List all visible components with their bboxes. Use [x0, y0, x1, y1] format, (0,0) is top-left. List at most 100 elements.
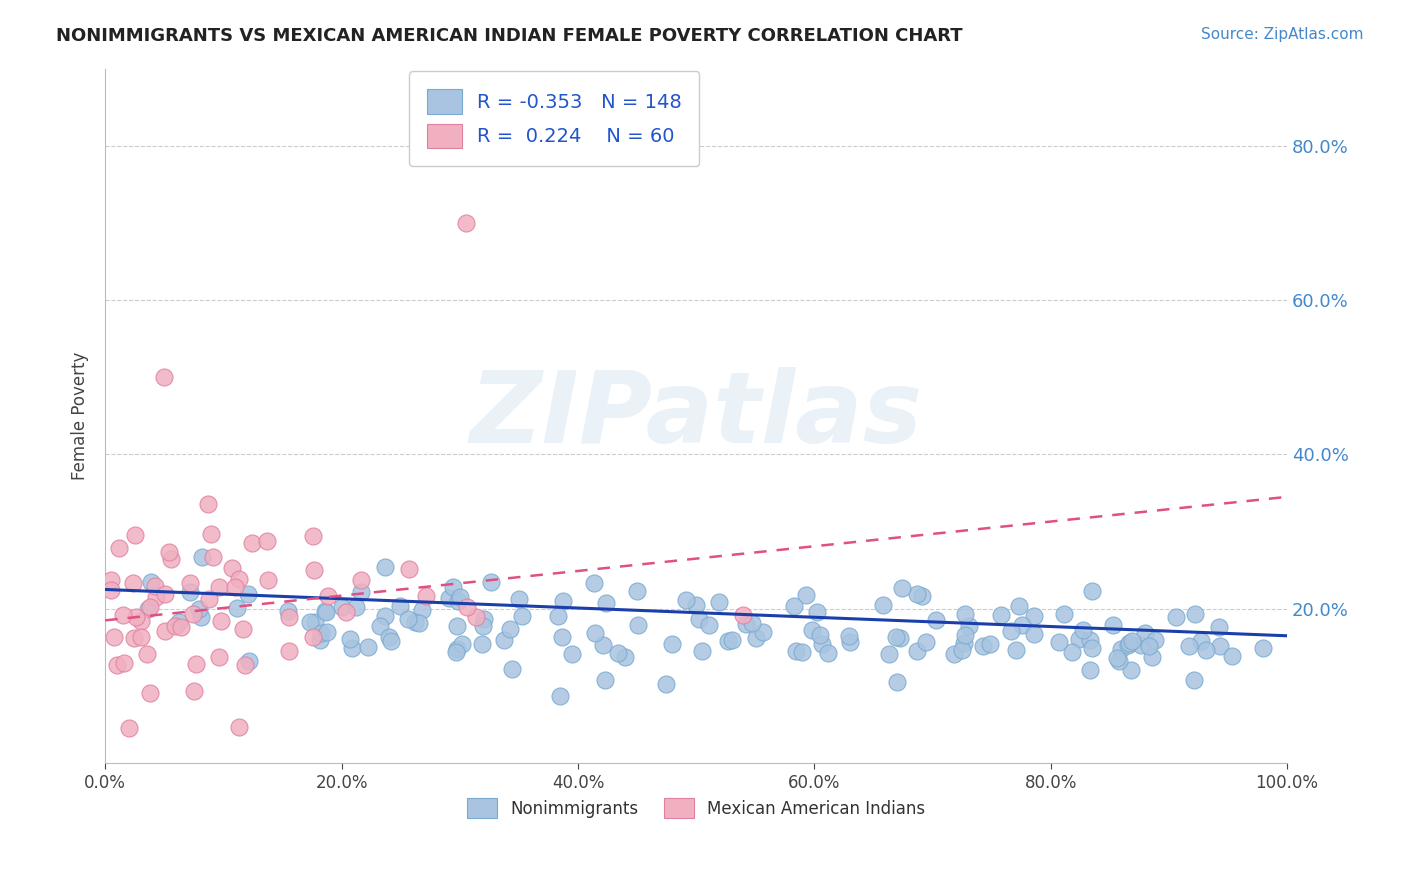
Point — [368, 618, 391, 632]
Point — [153, 370, 176, 384]
Point — [240, 535, 263, 549]
Point — [688, 612, 710, 626]
Point — [915, 635, 938, 649]
Point — [236, 587, 259, 601]
Point — [627, 618, 650, 632]
Point — [411, 602, 433, 616]
Point — [165, 619, 187, 633]
Point — [877, 647, 900, 661]
Point — [145, 591, 167, 605]
Point — [891, 581, 914, 595]
Point — [188, 601, 211, 615]
Point — [1189, 634, 1212, 648]
Point — [190, 609, 212, 624]
Point — [167, 615, 190, 630]
Point — [335, 605, 357, 619]
Point — [441, 580, 464, 594]
Point — [298, 615, 321, 629]
Point — [595, 596, 617, 610]
Point — [479, 575, 502, 590]
Point — [1116, 638, 1139, 652]
Point — [595, 673, 617, 687]
Point — [415, 589, 437, 603]
Point — [886, 630, 908, 644]
Text: ZIPatlas: ZIPatlas — [470, 368, 922, 465]
Point — [170, 620, 193, 634]
Point — [1118, 636, 1140, 650]
Point — [153, 587, 176, 601]
Point — [124, 631, 146, 645]
Point — [953, 628, 976, 642]
Point — [1121, 663, 1143, 677]
Point — [1022, 627, 1045, 641]
Point — [1142, 650, 1164, 665]
Point — [1220, 649, 1243, 664]
Point — [794, 589, 817, 603]
Point — [707, 594, 730, 608]
Point — [316, 625, 339, 640]
Point — [950, 643, 973, 657]
Point — [1208, 620, 1230, 634]
Point — [990, 608, 1012, 623]
Point — [129, 614, 152, 628]
Point — [232, 622, 254, 636]
Point — [197, 497, 219, 511]
Point — [446, 619, 468, 633]
Point — [202, 549, 225, 564]
Point — [1024, 609, 1046, 624]
Point — [465, 609, 488, 624]
Point — [661, 637, 683, 651]
Point — [499, 622, 522, 636]
Text: Source: ZipAtlas.com: Source: ZipAtlas.com — [1201, 27, 1364, 42]
Legend: Nonimmigrants, Mexican American Indians: Nonimmigrants, Mexican American Indians — [461, 792, 932, 824]
Point — [160, 552, 183, 566]
Point — [108, 541, 131, 555]
Point — [380, 634, 402, 648]
Point — [953, 607, 976, 621]
Point — [699, 617, 721, 632]
Point — [238, 654, 260, 668]
Point — [228, 572, 250, 586]
Point — [208, 649, 231, 664]
Point — [1000, 624, 1022, 638]
Point — [592, 638, 614, 652]
Point — [191, 549, 214, 564]
Point — [228, 720, 250, 734]
Point — [256, 573, 278, 587]
Point — [690, 643, 713, 657]
Point — [607, 646, 630, 660]
Point — [839, 635, 862, 649]
Point — [118, 721, 141, 735]
Point — [655, 676, 678, 690]
Point — [472, 612, 495, 626]
Point — [1109, 642, 1132, 657]
Point — [309, 626, 332, 640]
Point — [810, 637, 832, 651]
Point — [752, 624, 775, 639]
Point — [357, 640, 380, 654]
Point — [103, 630, 125, 644]
Point — [675, 592, 697, 607]
Point — [548, 690, 571, 704]
Point — [233, 657, 256, 672]
Point — [256, 534, 278, 549]
Point — [143, 579, 166, 593]
Point — [278, 609, 301, 624]
Point — [838, 629, 860, 643]
Point — [451, 637, 474, 651]
Point — [1195, 642, 1218, 657]
Point — [943, 647, 966, 661]
Point — [1251, 641, 1274, 656]
Point — [302, 630, 325, 644]
Point — [717, 634, 740, 648]
Point — [138, 600, 160, 615]
Point — [314, 605, 336, 619]
Point — [583, 576, 606, 591]
Point — [957, 618, 980, 632]
Point — [388, 599, 411, 614]
Point — [1078, 633, 1101, 648]
Point — [785, 644, 807, 658]
Point — [872, 598, 894, 612]
Point — [911, 589, 934, 603]
Point — [1144, 632, 1167, 647]
